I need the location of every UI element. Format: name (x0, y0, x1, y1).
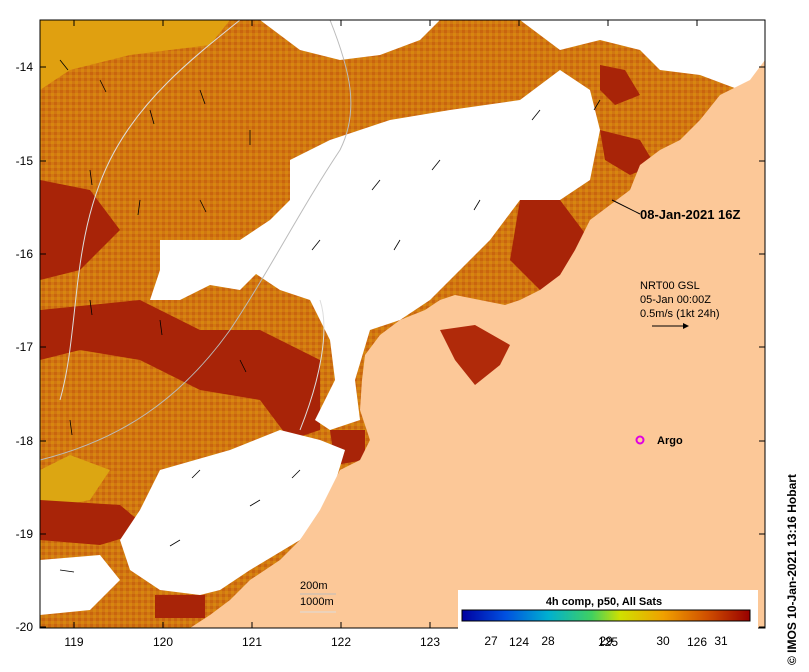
colorbar-title: 4h comp, p50, All Sats (546, 596, 662, 608)
lon-tick-label: 125 (598, 635, 618, 649)
imos-credit: © IMOS 10-Jan-2021 13:16 Hobart (785, 474, 799, 665)
lon-tick-label: 122 (331, 635, 351, 649)
colorbar-tick: 27 (484, 634, 498, 648)
depth-label-1000m: 1000m (300, 596, 334, 608)
lat-tick-label: -16 (16, 247, 34, 261)
current-source-label: NRT00 GSL (640, 280, 700, 292)
lon-tick-label: 119 (64, 635, 83, 649)
no-data-cloud-areas (40, 20, 765, 615)
sst-colorbar: 4h comp, p50, All Sats 27 28 29 30 31 (458, 590, 758, 648)
current-scale-label: 0.5m/s (1kt 24h) (640, 308, 719, 320)
lat-tick-label: -19 (16, 527, 34, 541)
lat-tick-label: -14 (16, 60, 34, 74)
argo-float-marker (635, 435, 645, 445)
timestamp-leader-line (611, 199, 641, 215)
depth-label-200m: 200m (300, 580, 328, 592)
plot-border (39, 19, 766, 629)
argo-label: Argo (657, 435, 683, 447)
colorbar-tick: 31 (714, 634, 728, 648)
lat-tick-label: -18 (16, 434, 34, 448)
lon-tick-label: 120 (153, 635, 173, 649)
lat-tick-label: -20 (16, 620, 34, 634)
depth-contours (39, 19, 352, 461)
lon-tick-label: 124 (509, 635, 529, 649)
current-date-label: 05-Jan 00:00Z (640, 294, 711, 306)
colorbar-tick: 29 (599, 634, 613, 648)
lon-tick-label: 126 (687, 635, 707, 649)
lon-tick-label: 123 (420, 635, 440, 649)
image-timestamp: 08-Jan-2021 16Z (640, 207, 741, 222)
lat-tick-label: -17 (16, 340, 34, 354)
lon-tick-label: 121 (242, 635, 262, 649)
plot-area (39, 19, 765, 628)
current-vectors (59, 59, 601, 573)
colorbar-tick: 28 (541, 634, 555, 648)
lat-tick-label: -15 (16, 154, 34, 168)
colorbar-gradient (461, 609, 751, 622)
colorbar-tick: 30 (656, 634, 670, 648)
